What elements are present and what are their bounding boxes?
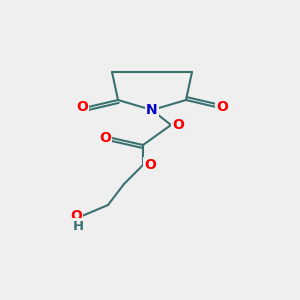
Text: O: O	[99, 131, 111, 145]
Text: O: O	[172, 118, 184, 132]
Text: H: H	[72, 220, 84, 232]
Text: O: O	[216, 100, 228, 114]
Text: O: O	[70, 209, 82, 223]
Text: O: O	[144, 158, 156, 172]
Text: O: O	[76, 100, 88, 114]
Text: N: N	[146, 103, 158, 117]
